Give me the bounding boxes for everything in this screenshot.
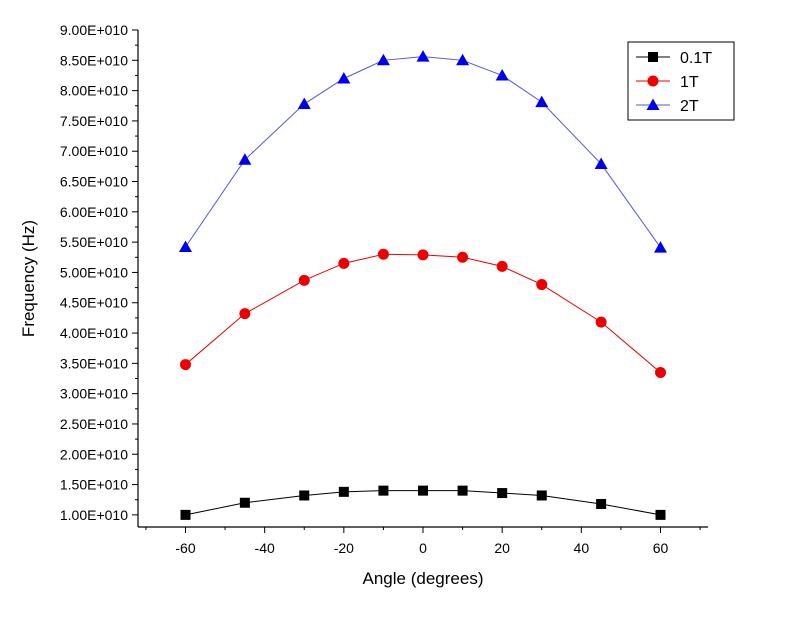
x-tick-label: -60: [175, 540, 195, 556]
data-point-1t: [180, 359, 191, 371]
data-point-1t: [298, 274, 310, 286]
y-tick-label: 3.00E+010: [60, 386, 128, 402]
data-point-1t: [655, 366, 666, 378]
data-point-1t: [338, 257, 350, 269]
data-point-2t: [238, 153, 252, 165]
y-tick-label: 4.50E+010: [60, 295, 128, 311]
y-tick-label: 7.50E+010: [60, 113, 128, 129]
data-point-2t: [416, 50, 430, 62]
data-point-2t: [456, 53, 470, 66]
series-line-2t: [185, 56, 661, 248]
data-point-2t: [297, 97, 311, 109]
data-point-0-1t: [239, 497, 250, 508]
data-point-1t: [496, 260, 508, 272]
x-tick-label: 40: [574, 540, 590, 556]
legend-item-0-1t: 0.1T: [636, 50, 712, 67]
y-tick-label: 1.00E+010: [60, 507, 128, 523]
legend-item-1t: 1T: [636, 74, 699, 91]
data-point-0-1t: [536, 490, 547, 501]
series-0-1t: [180, 485, 666, 520]
data-point-0-1t: [299, 490, 310, 501]
data-point-1t: [417, 249, 429, 261]
x-tick-label: 60: [653, 540, 669, 556]
y-tick-label: 9.00E+010: [60, 22, 128, 38]
legend-marker-2t: [646, 98, 660, 110]
data-point-2t: [654, 241, 667, 253]
data-point-2t: [495, 68, 509, 81]
data-point-0-1t: [596, 498, 607, 509]
data-point-1t: [239, 308, 251, 320]
legend-marker-0-1t: [648, 52, 658, 62]
y-tick-label: 8.00E+010: [60, 83, 128, 99]
data-point-0-1t: [497, 488, 508, 499]
y-tick-label: 8.50E+010: [60, 52, 128, 68]
data-point-2t: [179, 240, 192, 252]
x-tick-label: -20: [334, 540, 354, 556]
y-axis-ticks: 1.00E+010 1.50E+010 2.00E+010 2.50E+010 3.00…: [60, 22, 138, 523]
series-layer: [179, 50, 667, 520]
x-tick-label: -40: [255, 540, 275, 556]
legend-item-2t: 2T: [636, 98, 699, 115]
data-point-2t: [535, 95, 549, 108]
x-tick-label: 20: [494, 540, 510, 556]
data-point-2t: [337, 71, 351, 84]
data-point-2t: [376, 53, 390, 66]
legend-label: 2T: [680, 98, 699, 115]
legend-label: 0.1T: [680, 50, 712, 67]
y-tick-label: 3.50E+010: [60, 355, 128, 371]
data-point-1t: [536, 279, 548, 291]
data-point-0-1t: [338, 486, 349, 497]
y-tick-label: 5.50E+010: [60, 234, 128, 250]
data-point-1t: [457, 251, 469, 263]
x-axis-ticks: -60 -40 -20 0 20 40 60: [145, 527, 701, 556]
series-line-1t: [185, 253, 661, 373]
legend-label: 1T: [680, 74, 699, 91]
y-tick-label: 1.50E+010: [60, 477, 128, 493]
y-tick-label: 6.50E+010: [60, 174, 128, 190]
data-point-0-1t: [418, 485, 428, 496]
data-point-0-1t: [180, 509, 191, 520]
data-point-0-1t: [378, 485, 389, 496]
x-axis-title: Angle (degrees): [363, 569, 484, 588]
x-tick-label: 0: [419, 540, 427, 556]
legend-marker-1t: [647, 75, 659, 87]
series-1t: [180, 248, 666, 378]
y-axis-title: Frequency (Hz): [19, 220, 38, 337]
legend: 0.1T 1T 2T: [627, 41, 735, 121]
data-point-0-1t: [655, 509, 666, 520]
data-point-1t: [595, 316, 607, 328]
y-tick-label: 6.00E+010: [60, 204, 128, 220]
y-tick-label: 4.00E+010: [60, 325, 128, 341]
y-tick-label: 5.00E+010: [60, 264, 128, 280]
y-tick-label: 2.00E+010: [60, 446, 128, 462]
y-tick-label: 7.00E+010: [60, 143, 128, 159]
y-tick-label: 2.50E+010: [60, 416, 128, 432]
data-point-2t: [594, 157, 608, 169]
data-point-0-1t: [457, 485, 468, 496]
series-2t: [179, 50, 667, 253]
data-point-1t: [377, 248, 389, 260]
